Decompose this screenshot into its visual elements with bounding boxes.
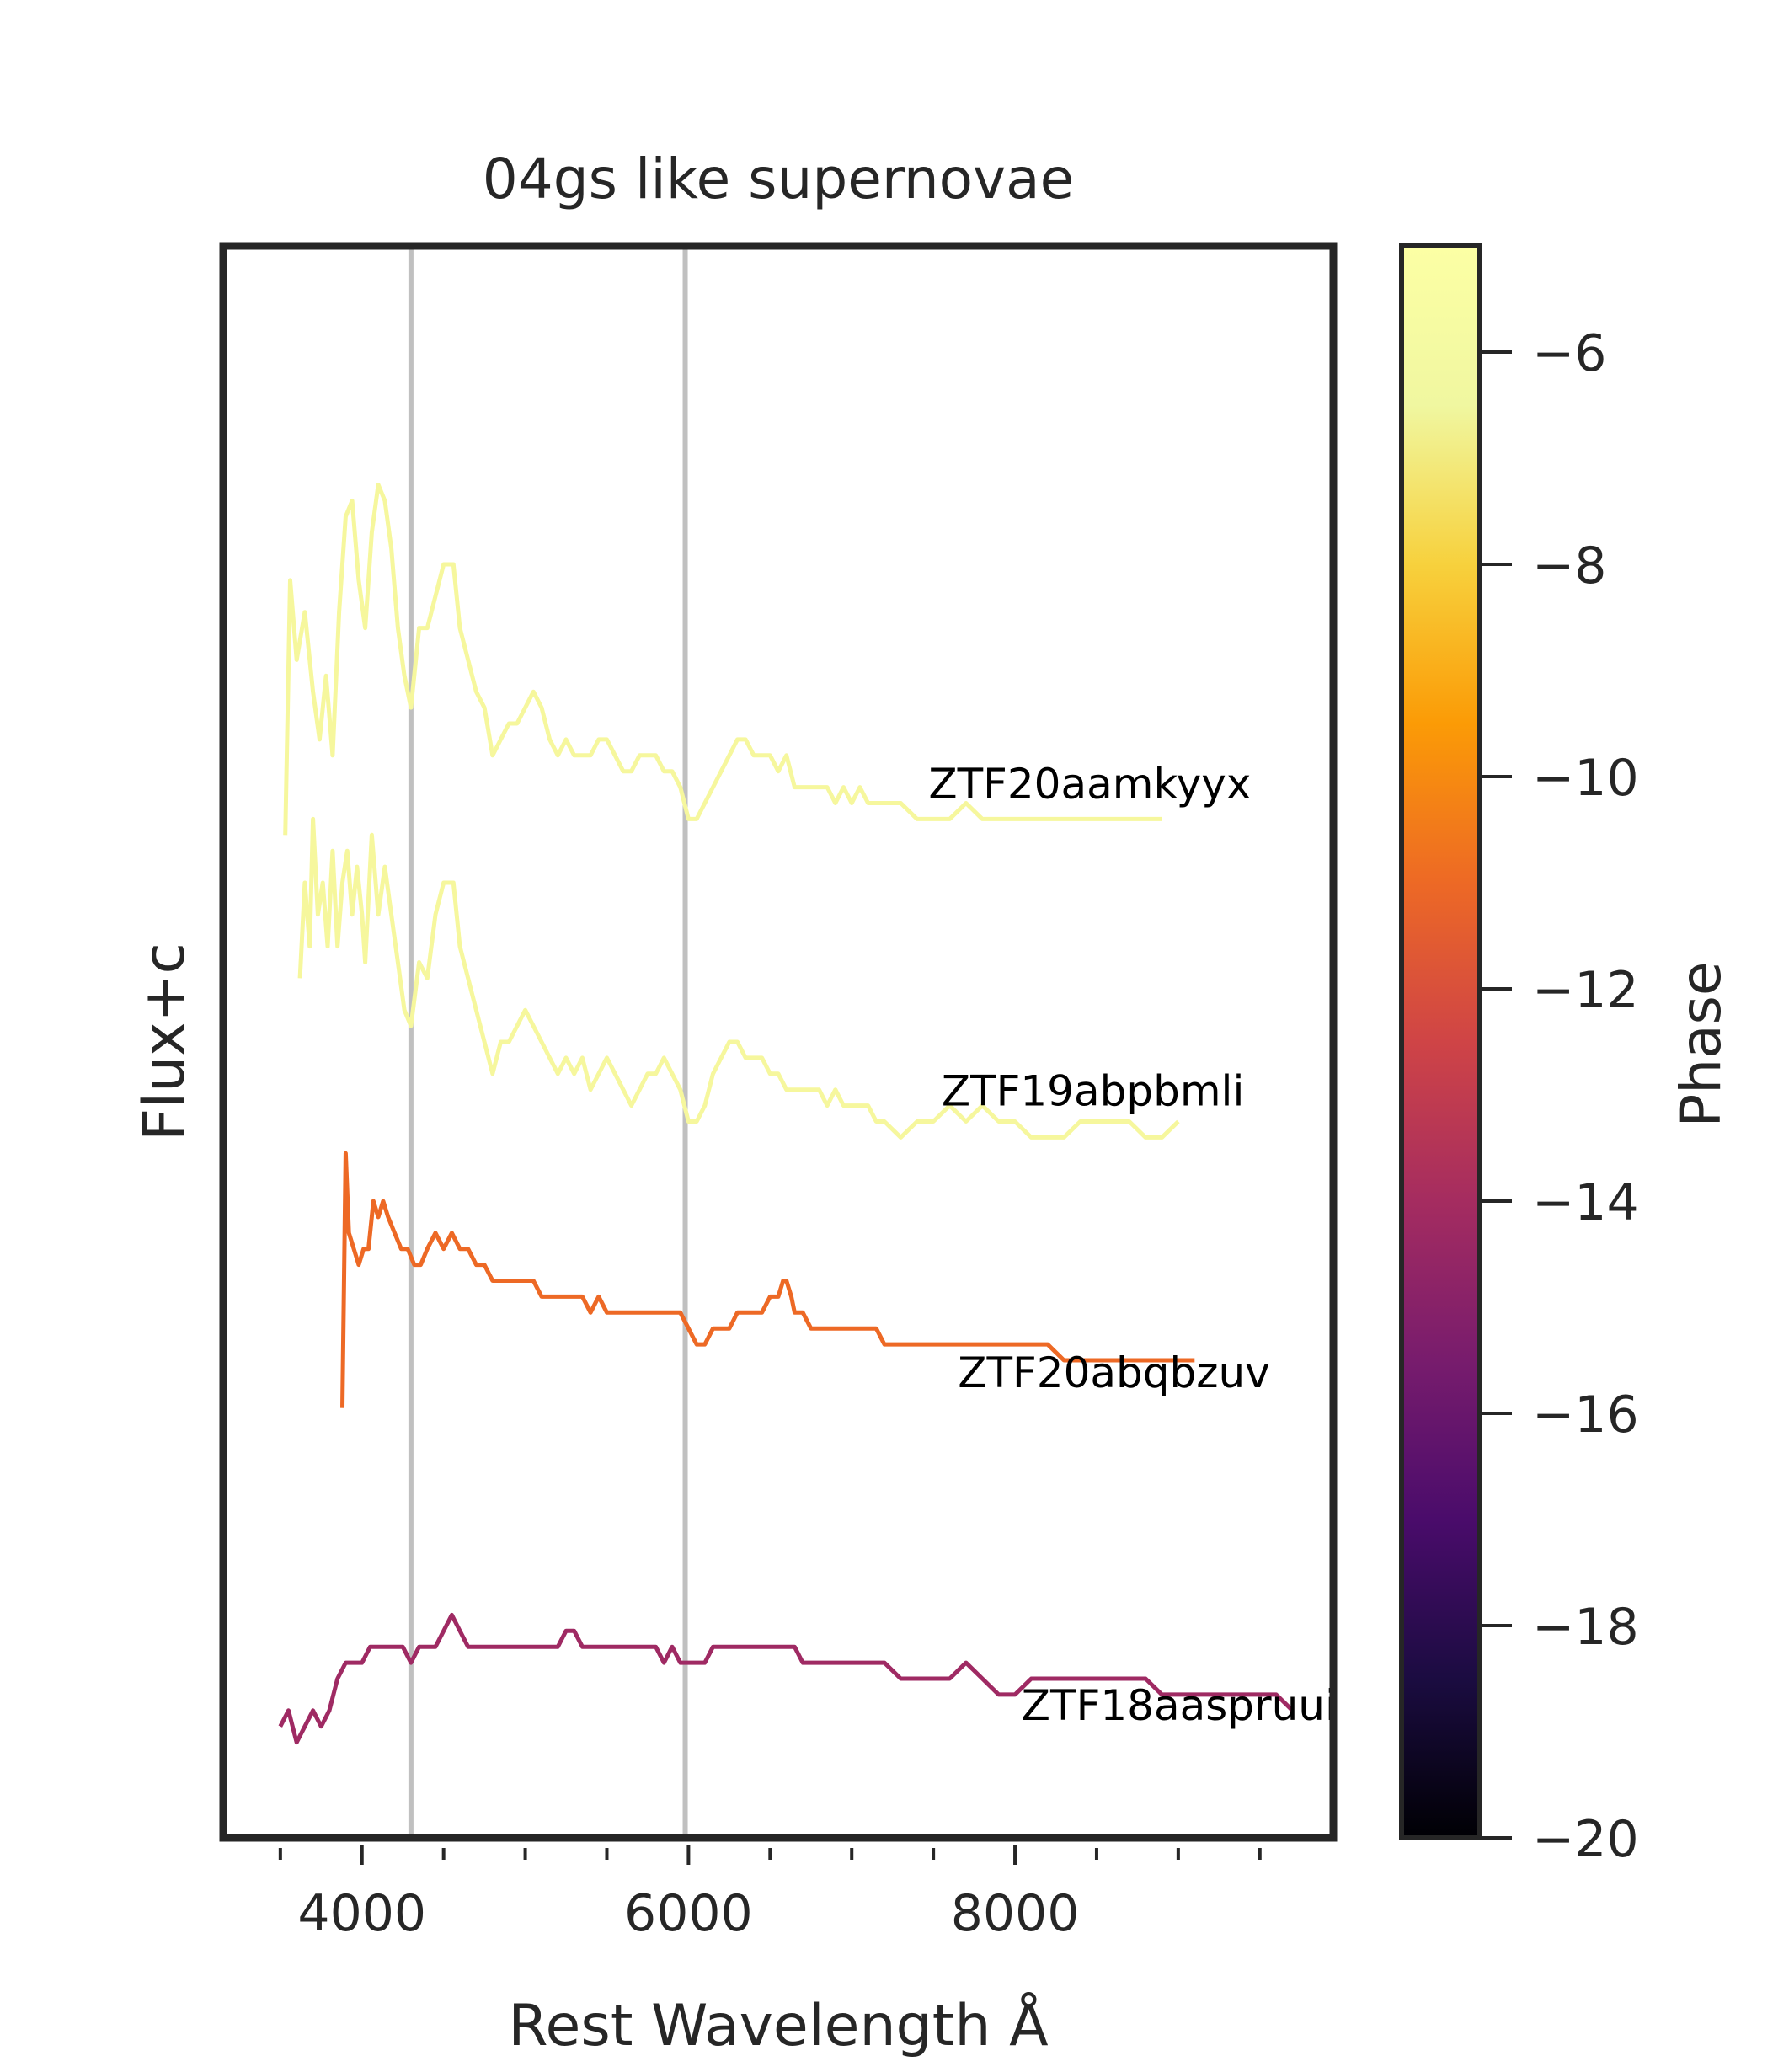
colorbar-ticks: −6 −8 −10 −12 −14 −16 −18 −20 [1480, 324, 1639, 1869]
colorbar-tick-label: −16 [1532, 1386, 1639, 1445]
chart-title: 04gs like supernovae [483, 147, 1074, 211]
series-label: ZTF18aaspruui [1022, 1681, 1337, 1730]
series-line [278, 1612, 1295, 1745]
series-line [297, 816, 1180, 1140]
colorbar [1399, 243, 1482, 1840]
colorbar-tick-label: −12 [1532, 961, 1639, 1020]
plot-frame [219, 242, 1338, 1842]
series-label: ZTF19abpbmli [942, 1067, 1245, 1116]
series-line [283, 483, 1162, 836]
series-label: ZTF20aamkyyx [928, 760, 1251, 809]
x-axis-ticks: 4000 6000 8000 [278, 1845, 1262, 1943]
reference-lines [408, 246, 688, 1838]
x-tick-label: 8000 [951, 1884, 1080, 1943]
colorbar-tick-label: −14 [1532, 1173, 1639, 1232]
series-line [340, 1151, 1195, 1408]
x-tick-label: 4000 [297, 1884, 426, 1943]
series-layer [278, 483, 1295, 1745]
colorbar-tick-label: −6 [1532, 324, 1606, 383]
series-label: ZTF20abqbzuv [958, 1348, 1270, 1397]
colorbar-tick-label: −20 [1532, 1810, 1639, 1869]
colorbar-tick-label: −8 [1532, 537, 1606, 595]
colorbar-tick-label: −18 [1532, 1598, 1639, 1657]
x-axis-label: Rest Wavelength Å [508, 1991, 1048, 2059]
y-axis-label: Flux+c [131, 943, 198, 1141]
colorbar-tick-label: −10 [1532, 749, 1639, 808]
series-labels: ZTF20aamkyyx ZTF19abpbmli ZTF20abqbzuv ZTF1… [928, 760, 1337, 1730]
colorbar-label: Phase [1669, 961, 1733, 1127]
x-tick-label: 6000 [624, 1884, 753, 1943]
